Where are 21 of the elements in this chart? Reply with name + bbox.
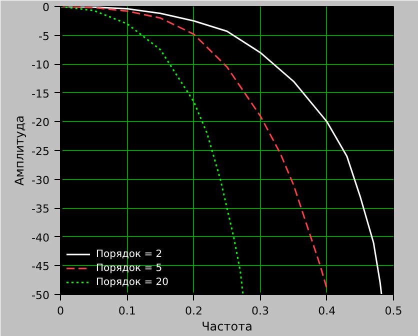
y-tick-label: -50 [32,289,50,302]
x-tick-label: 0.3 [252,304,270,318]
y-axis-title: Амплитуда [12,115,27,186]
y-tick-label: -20 [32,116,50,130]
y-tick-label: -15 [32,87,50,100]
y-tick-label: -30 [32,174,50,187]
line-series [60,6,328,290]
y-tick-label: -40 [32,231,50,244]
y-tick-label: -45 [32,260,50,274]
x-tick-label: 0.1 [118,304,136,318]
y-tick-label: -25 [32,145,50,158]
x-tick-label: 0.5 [384,304,402,318]
y-tick-label: 0 [42,1,50,14]
x-tick-label: 0.4 [318,304,336,318]
x-tick-label: 0 [57,304,64,318]
y-tick-label: -35 [32,202,50,216]
line-series [60,6,244,294]
x-axis-title: Частота [202,320,252,334]
y-tick-label: -10 [32,58,50,72]
x-tick-label: 0.2 [184,304,202,318]
y-tick-label: -5 [38,30,50,43]
